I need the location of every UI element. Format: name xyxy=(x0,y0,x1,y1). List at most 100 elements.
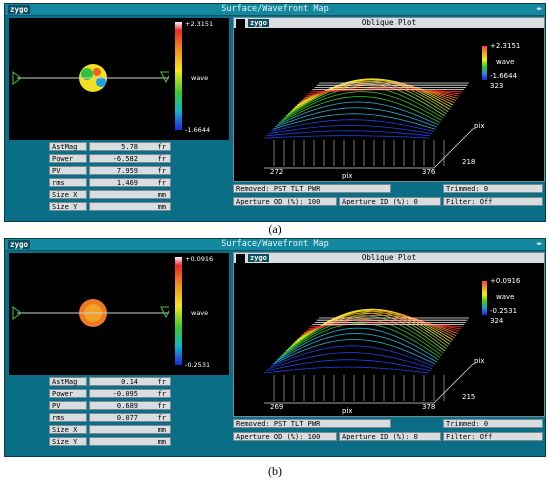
stat-label: Power xyxy=(49,154,87,163)
contour-line xyxy=(281,91,442,121)
stat-row: AstMag 0.14 fr xyxy=(9,377,229,387)
window-titlebar[interactable]: zygo Surface/Wavefront Map ✒ xyxy=(5,4,545,16)
map-plot xyxy=(12,64,169,92)
plot-max: +0.0916 xyxy=(490,277,521,285)
plot-unit: wave xyxy=(496,293,515,301)
plot-min: -0.2531 xyxy=(490,307,518,315)
stat-unit: fr xyxy=(157,167,166,175)
surface-map[interactable]: +0.0916 wave -0.2531 xyxy=(9,253,229,375)
contour-line xyxy=(274,107,438,128)
pin-icon[interactable]: ✒ xyxy=(536,4,542,14)
profile-marker-right[interactable] xyxy=(160,71,169,84)
window-menu-icon[interactable] xyxy=(236,19,245,28)
stat-row: PV 0.689 fr xyxy=(9,401,229,411)
plot-title: Oblique Plot xyxy=(361,253,417,262)
profile-marker-left[interactable] xyxy=(12,306,22,320)
scale-max: +2.3151 xyxy=(185,20,214,28)
profile-marker-left[interactable] xyxy=(12,71,22,85)
filter-field: Filter: Off xyxy=(443,432,543,441)
contour-line xyxy=(310,323,463,328)
stat-label: Size X xyxy=(49,190,87,199)
y-axis-value: 215 xyxy=(462,393,476,401)
color-scale-bar xyxy=(175,22,182,130)
stat-value-box: mm xyxy=(89,437,171,446)
scale-unit: wave xyxy=(191,309,209,317)
stat-label: Size Y xyxy=(49,202,87,211)
plot-title: Oblique Plot xyxy=(361,18,417,27)
stat-label: PV xyxy=(49,401,87,410)
stat-row: Power -6.582 fr xyxy=(9,154,229,164)
profile-marker-right[interactable] xyxy=(160,306,169,319)
subwindow-titlebar[interactable]: zygo Oblique Plot xyxy=(234,253,544,263)
stat-value-box: -6.582 fr xyxy=(89,154,171,163)
stat-row: AstMag 5.78 fr xyxy=(9,142,229,152)
surface-region xyxy=(81,68,93,80)
contour-line xyxy=(276,327,439,361)
x-axis-label: pix xyxy=(342,407,353,415)
surface-region xyxy=(96,77,106,87)
stat-value-box: mm xyxy=(89,425,171,434)
window-titlebar[interactable]: zygo Surface/Wavefront Map ✒ xyxy=(5,239,545,251)
stat-unit: fr xyxy=(157,402,166,410)
scale-min: -1.6644 xyxy=(185,126,211,134)
stat-value-box: 0.077 fr xyxy=(89,413,171,422)
stat-value-box: 5.78 fr xyxy=(89,142,171,151)
subwindow-titlebar[interactable]: zygo Oblique Plot xyxy=(234,18,544,28)
zygo-logo: zygo xyxy=(248,19,269,27)
stat-unit: fr xyxy=(157,143,166,151)
y-axis-label: pix xyxy=(474,357,485,365)
plot-max: +2.3151 xyxy=(490,42,521,50)
plot-min: -1.6644 xyxy=(490,72,518,80)
stat-value-box: -0.095 fr xyxy=(89,389,171,398)
stat-value: 0.689 xyxy=(116,402,138,410)
contour-line xyxy=(272,113,436,130)
stat-value: -6.582 xyxy=(112,155,138,163)
pin-icon[interactable]: ✒ xyxy=(536,239,542,249)
aperture-od-field: Aperture OD (%): 100 xyxy=(233,197,337,206)
scale-min: -0.2531 xyxy=(185,361,211,369)
stat-unit: mm xyxy=(157,203,166,211)
stat-unit: mm xyxy=(157,438,166,446)
plot-base-axes xyxy=(264,127,475,169)
stat-unit: mm xyxy=(157,191,166,199)
trimmed-field: Trimmed: 0 xyxy=(443,419,543,428)
x-axis-end: 376 xyxy=(422,168,436,176)
contour-line xyxy=(274,333,438,363)
zygo-logo: zygo xyxy=(8,5,31,14)
oblique-plot xyxy=(263,78,475,169)
surface-map[interactable]: +2.3151 wave -1.6644 xyxy=(9,18,229,140)
figure-caption: (a) xyxy=(268,222,282,236)
stat-row: Power -0.095 fr xyxy=(9,389,229,399)
contour-line xyxy=(285,83,446,117)
stat-value-box: 7.959 fr xyxy=(89,166,171,175)
zygo-logo: zygo xyxy=(8,240,31,249)
oblique-plot xyxy=(263,308,475,404)
x-axis-label: pix xyxy=(342,172,353,180)
plot-base-axes xyxy=(264,362,475,404)
stat-label: Size X xyxy=(49,425,87,434)
contour-line xyxy=(285,312,446,352)
contour-line xyxy=(277,101,439,126)
contour-line xyxy=(268,352,433,369)
stat-value-box: 0.689 fr xyxy=(89,401,171,410)
stat-row: Size Y mm xyxy=(9,437,229,447)
contour-line xyxy=(279,322,441,358)
color-scale-bar xyxy=(175,257,182,365)
removed-field: Removed: PST TLT PWR xyxy=(233,419,391,428)
stat-label: AstMag xyxy=(49,142,87,151)
window-menu-icon[interactable] xyxy=(236,254,245,263)
stat-value: 5.78 xyxy=(121,143,138,151)
stat-row: PV 7.959 fr xyxy=(9,166,229,176)
stat-value-box: mm xyxy=(89,202,171,211)
panel-a: zygo Surface/Wavefront Map ✒ +2.3151 wav… xyxy=(4,3,546,222)
x-axis-end: 378 xyxy=(422,403,436,411)
y-axis-label: pix xyxy=(474,122,485,130)
stat-unit: mm xyxy=(157,426,166,434)
oblique-plot-window[interactable]: zygo Oblique Plot +0.0916 wave -0.2531 3… xyxy=(233,252,545,417)
contour-line xyxy=(263,135,430,139)
contour-line xyxy=(266,359,431,372)
removed-field: Removed: PST TLT PWR xyxy=(233,184,391,193)
stat-row: Size Y mm xyxy=(9,202,229,212)
stat-row: Size X mm xyxy=(9,425,229,435)
oblique-plot-window[interactable]: zygo Oblique Plot +2.3151 wave -1.6644 3… xyxy=(233,17,545,182)
